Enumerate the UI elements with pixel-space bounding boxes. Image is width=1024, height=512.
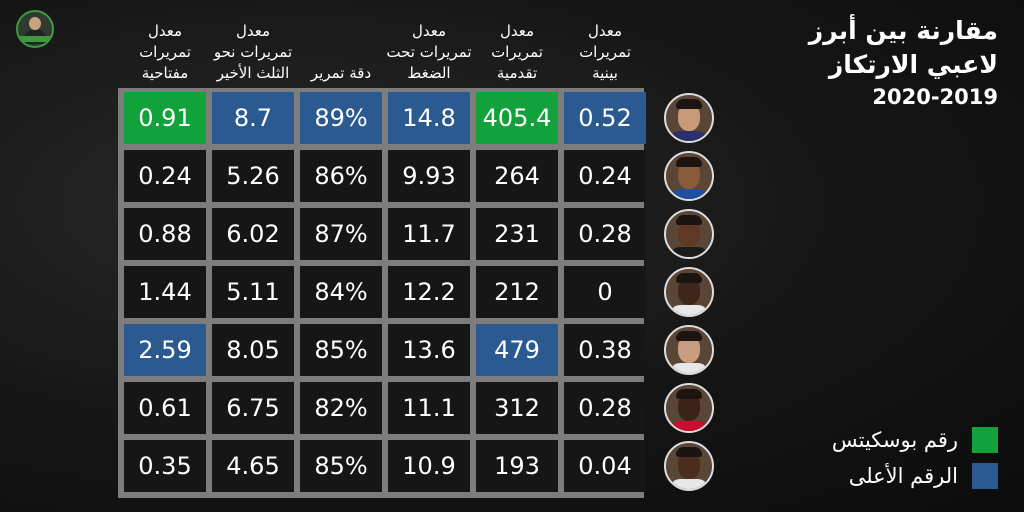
table-cell: 13.6 [388,324,470,376]
stats-table: 0.52 405.4 14.8 89% 8.7 0.91 0.24 264 9.93 86% 5.2… [118,88,646,498]
table-cell: 0.28 [564,382,646,434]
column-header: دقة تمرير [297,14,385,84]
table-cell: 4.65 [212,440,294,492]
table-cell: 0.61 [124,382,206,434]
legend-swatch-green [972,427,998,453]
table-cell: 84% [300,266,382,318]
page-title: مقارنة بين أبرز لاعبي الارتكاز 2020-2019 [768,14,998,112]
table-cell: 14.8 [388,92,470,144]
column-header-line: تمريرات تحت [386,43,472,61]
table-cell: 5.11 [212,266,294,318]
column-header-line: تمريرات [139,43,191,61]
player-avatar-icon [664,325,714,375]
column-header: معدل تمريرات بينية [561,14,649,84]
table-cell: 0.52 [564,92,646,144]
table-cell: 10.9 [388,440,470,492]
legend-item-highest: الرقم الأعلى [798,461,998,491]
table-cell: 6.02 [212,208,294,260]
column-header-line: معدل [587,22,623,40]
column-header-line: الضغط [407,64,451,82]
player-avatar-icon [664,209,714,259]
table-cell: 86% [300,150,382,202]
column-header-line: معدل [235,22,271,40]
table-cell: 5.26 [212,150,294,202]
table-cell: 1.44 [124,266,206,318]
player-avatar-icon [664,151,714,201]
table-cell: 405.4 [476,92,558,144]
column-header-line: معدل [411,22,447,40]
column-header: معدل تمريرات تحت الضغط [385,14,473,84]
column-header: معدل تمريرات تقدمية [473,14,561,84]
column-header: معدل تمريرات مفتاحية [121,14,209,84]
player-avatar-icon [664,383,714,433]
column-header-line: الثلث الأخير [216,64,290,82]
table-cell: 479 [476,324,558,376]
table-cell: 11.1 [388,382,470,434]
table-cell: 82% [300,382,382,434]
column-header-line: بينية [592,64,618,82]
player-avatar-icon [664,441,714,491]
table-cell: 193 [476,440,558,492]
table-cell: 9.93 [388,150,470,202]
table-cell: 0.91 [124,92,206,144]
player-avatar-icon [664,267,714,317]
column-header-line: تمريرات نحو [213,43,293,61]
table-cell: 0.88 [124,208,206,260]
column-header-line: دقة تمرير [310,64,372,82]
table-cell: 264 [476,150,558,202]
table-cell: 0 [564,266,646,318]
table-cell: 6.75 [212,382,294,434]
column-header-line: تمريرات [579,43,631,61]
table-cell: 12.2 [388,266,470,318]
table-cell: 85% [300,440,382,492]
table-cell: 312 [476,382,558,434]
table-cell: 11.7 [388,208,470,260]
title-line-2: لاعبي الارتكاز [828,50,998,79]
table-cell: 0.35 [124,440,206,492]
column-header: معدل تمريرات نحو الثلث الأخير [209,14,297,84]
column-header-line: معدل [499,22,535,40]
table-cell: 0.24 [124,150,206,202]
legend-label: رقم بوسكيتس [831,428,958,452]
table-cell: 0.04 [564,440,646,492]
table-cell: 2.59 [124,324,206,376]
column-header-line: تقدمية [496,64,538,82]
table-cell: 0.38 [564,324,646,376]
player-avatar-icon [664,93,714,143]
table-cell: 0.28 [564,208,646,260]
table-cell: 87% [300,208,382,260]
table-cell: 231 [476,208,558,260]
legend-item-busquets: رقم بوسكيتس [798,425,998,455]
table-cell: 0.24 [564,150,646,202]
legend-label: الرقم الأعلى [848,464,958,488]
table-cell: 212 [476,266,558,318]
title-year: 2020-2019 [872,85,998,109]
column-header-line: مفتاحية [141,64,189,82]
column-header-line: معدل [147,22,183,40]
table-cell: 8.7 [212,92,294,144]
column-header-line: تمريرات [491,43,543,61]
table-cell: 89% [300,92,382,144]
table-cell: 85% [300,324,382,376]
channel-logo [16,10,54,48]
table-cell: 8.05 [212,324,294,376]
title-line-1: مقارنة بين أبرز [808,16,998,45]
legend-swatch-blue [972,463,998,489]
